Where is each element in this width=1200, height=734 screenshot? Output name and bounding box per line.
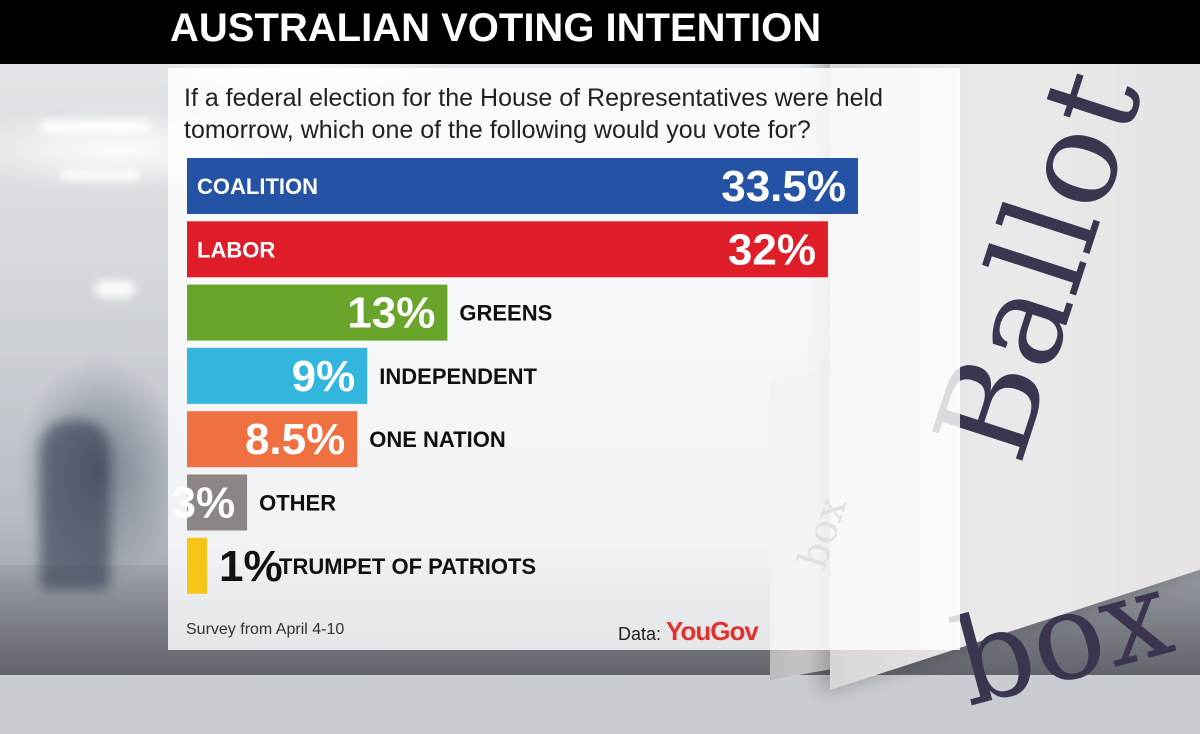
bar-other (187, 474, 248, 531)
title-bar: AUSTRALIAN VOTING INTENTION (0, 0, 1200, 64)
value-label: 3% (171, 479, 235, 528)
bar-trumpet-of-patriots (187, 537, 208, 594)
blurred-person (40, 420, 110, 590)
category-label: LABOR (197, 237, 275, 262)
ceiling-light (40, 120, 150, 134)
data-source-label: Data: (618, 624, 662, 644)
bar-greens (187, 284, 448, 341)
value-label: 8.5% (245, 415, 345, 464)
survey-question: If a federal election for the House of R… (184, 84, 884, 144)
bar-coalition (187, 158, 858, 214)
survey-dates: Survey from April 4-10 (186, 621, 345, 638)
bar-independent (187, 347, 368, 404)
value-label: 33.5% (721, 162, 846, 211)
ceiling-light (60, 170, 140, 180)
voting-intention-bar-chart: 33.5% COALITION 32% LABOR 13% GREENS 9% INDEPEN… (171, 158, 858, 594)
value-label: 1% (219, 542, 283, 591)
bar-one-nation (187, 411, 358, 468)
value-label: 9% (292, 352, 356, 401)
category-label: OTHER (259, 491, 336, 516)
category-label: COALITION (197, 174, 318, 199)
ceiling-light (95, 280, 135, 298)
category-label: TRUMPET OF PATRIOTS (279, 554, 536, 579)
value-label: 32% (728, 225, 816, 274)
category-label: INDEPENDENT (379, 364, 537, 389)
bar-labor (187, 221, 828, 278)
page-title: AUSTRALIAN VOTING INTENTION (170, 6, 822, 50)
data-source: Data: YouGov (618, 616, 759, 647)
category-label: GREENS (459, 301, 552, 326)
yougov-logo: YouGov (666, 616, 759, 646)
category-label: ONE NATION (369, 427, 505, 452)
value-label: 13% (347, 289, 435, 338)
